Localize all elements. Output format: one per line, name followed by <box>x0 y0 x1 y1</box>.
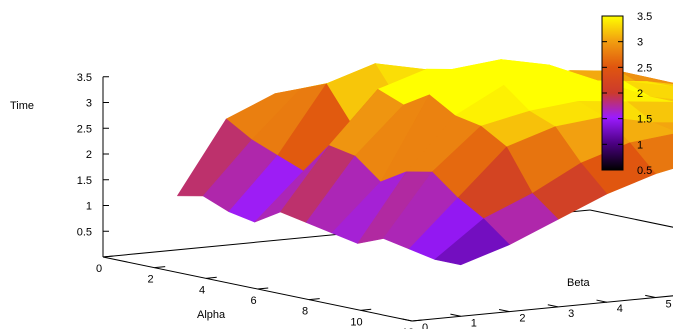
colorbar-tick-label: 1.5 <box>637 114 652 126</box>
x-tick-label: 8 <box>302 306 308 318</box>
x-tick-label: 6 <box>250 295 256 307</box>
z-tick-label: 3.5 <box>77 72 92 84</box>
y-tick <box>547 304 559 308</box>
colorbar-tick-label: 0.5 <box>637 165 652 177</box>
y-tick-label: 1 <box>471 317 477 329</box>
x-tick-label: 12 <box>402 327 414 329</box>
x-axis-label: Alpha <box>197 309 226 321</box>
x-tick <box>308 298 320 301</box>
y-tick <box>498 308 510 313</box>
z-tick-label: 2 <box>86 149 92 161</box>
far-base-edge <box>589 209 673 228</box>
y-tick-label: 3 <box>568 308 574 320</box>
y-tick <box>450 313 461 317</box>
colorbar-tick-label: 3 <box>637 37 643 49</box>
x-tick <box>257 287 269 290</box>
colorbar-tick-label: 2.5 <box>637 62 652 74</box>
x-tick-label: 4 <box>199 284 205 296</box>
y-tick-label: 2 <box>519 313 525 325</box>
y-tick <box>596 299 607 303</box>
z-tick-label: 1.5 <box>77 175 92 187</box>
y-tick <box>401 318 413 322</box>
x-tick <box>154 266 166 269</box>
x-tick <box>102 255 114 258</box>
surface <box>177 59 673 266</box>
tick-labels: 0.511.522.533.5024681012012345678910 <box>77 72 672 329</box>
x-tick <box>411 319 423 322</box>
surface-facet <box>434 218 510 266</box>
y-tick-label: 5 <box>666 299 672 311</box>
z-tick-label: 2.5 <box>77 123 92 135</box>
y-axis-label: Beta <box>567 277 591 289</box>
y-tick-label: 4 <box>617 303 623 315</box>
y-tick <box>645 294 656 298</box>
z-tick-label: 1 <box>86 201 92 213</box>
colorbar-tick-label: 2 <box>637 88 643 100</box>
x-tick <box>360 308 372 311</box>
x-tick-label: 0 <box>96 263 102 275</box>
colorbar: 0.5 1 1.5 2 2.5 3 3.5 <box>601 11 652 177</box>
x-tick-label: 2 <box>147 274 153 286</box>
z-tick-label: 3 <box>86 98 92 110</box>
z-tick-label: 0.5 <box>77 226 92 238</box>
z-axis-label: Time <box>10 100 34 112</box>
colorbar-tick-label: 1 <box>637 139 643 151</box>
colorbar-tick-label: 3.5 <box>637 11 652 23</box>
x-tick <box>205 276 217 279</box>
x-tick-label: 10 <box>350 316 362 328</box>
y-tick-label: 0 <box>422 322 428 329</box>
